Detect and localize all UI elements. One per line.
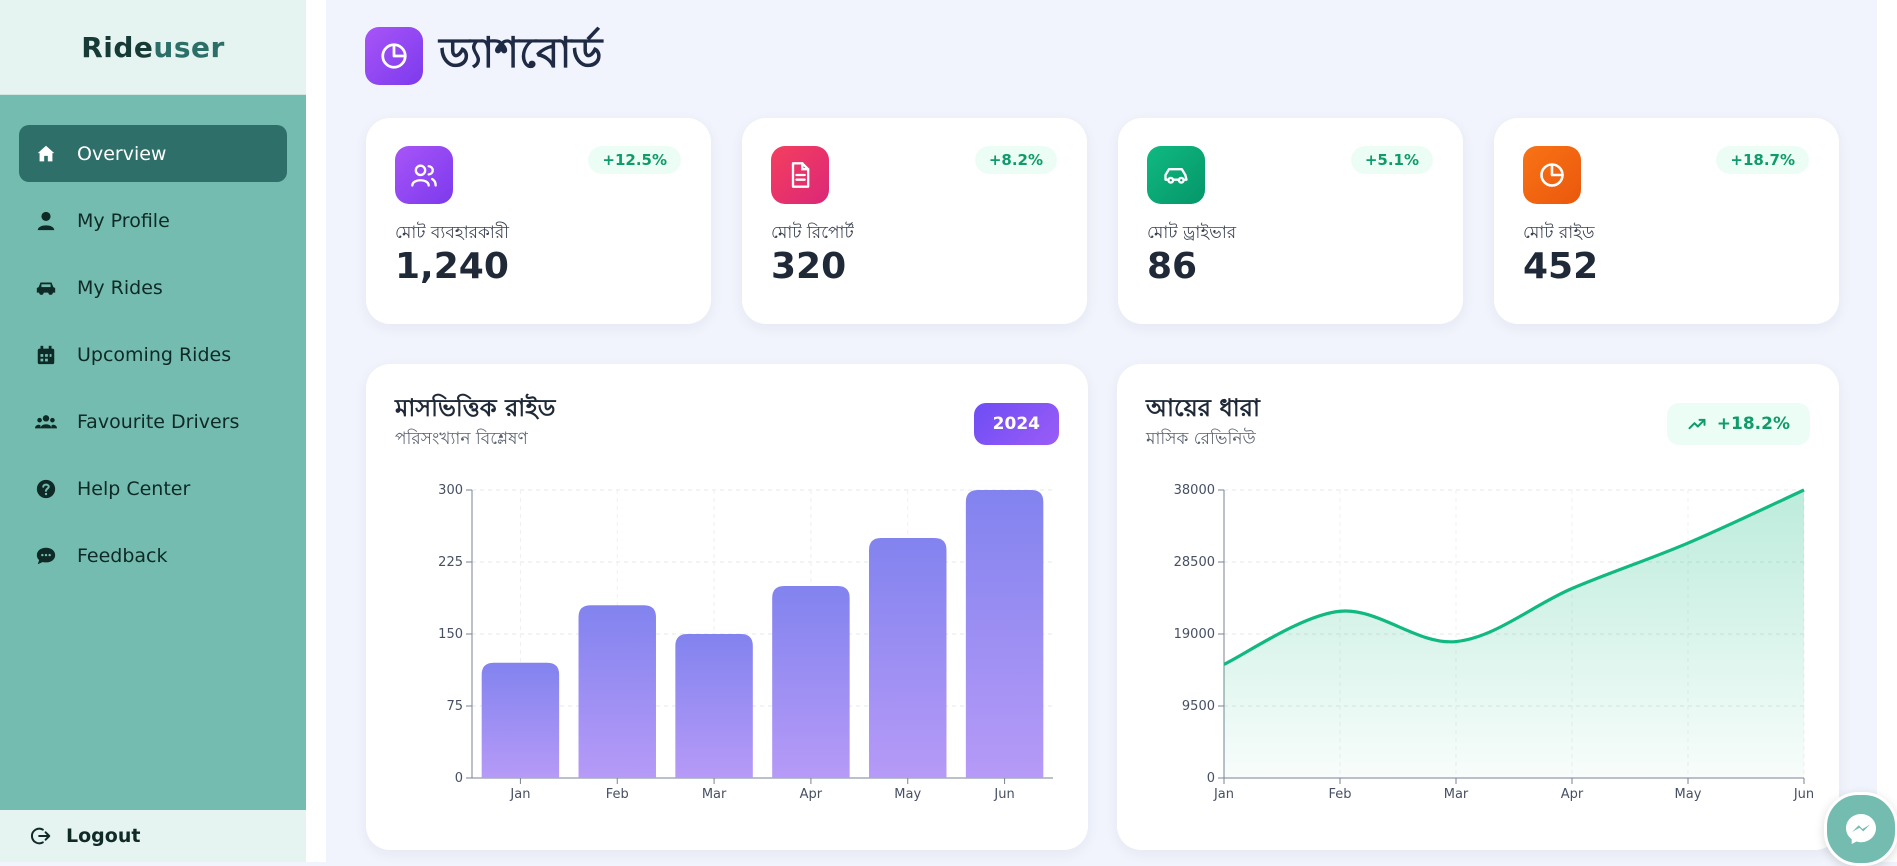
y-tick-label: 150 xyxy=(438,627,463,642)
x-tick-label: Apr xyxy=(800,787,823,802)
sidebar-item-label: My Profile xyxy=(77,209,170,232)
bar xyxy=(869,538,947,778)
y-tick-label: 225 xyxy=(438,555,463,570)
chart-subtitle: পরিসংখ্যান বিশ্লেষণ xyxy=(395,429,528,449)
sidebar-item-label: Upcoming Rides xyxy=(77,343,232,366)
brand-logo[interactable]: Ride user xyxy=(0,0,306,95)
chart-title: আয়ের ধারা xyxy=(1146,394,1260,422)
stat-value: 1,240 xyxy=(395,246,509,287)
series-line xyxy=(1223,488,1805,666)
sidebar-item-label: Feedback xyxy=(77,544,168,567)
stat-card-users[interactable]: +12.5% মোট ব্যবহারকারী 1,240 xyxy=(366,118,711,324)
y-tick-label: 75 xyxy=(446,699,463,714)
users-icon xyxy=(33,409,59,435)
brand-part-1: Ride xyxy=(81,30,154,64)
sidebar-item-label: My Rides xyxy=(77,276,163,299)
y-tick-label: 0 xyxy=(455,771,463,786)
page-header: ড্যাশবোর্ড xyxy=(365,20,602,91)
y-tick-label: 28500 xyxy=(1174,555,1215,570)
sidebar-item-label: Favourite Drivers xyxy=(77,410,240,433)
x-tick-label: Mar xyxy=(1444,787,1469,802)
page-title: ড্যাশবোর্ড xyxy=(439,28,603,77)
stat-card-drivers[interactable]: +5.1% মোট ড্রাইভার 86 xyxy=(1118,118,1463,324)
stat-value: 320 xyxy=(771,246,847,287)
sidebar-item-my-rides[interactable]: My Rides xyxy=(19,259,287,316)
comment-icon xyxy=(33,543,59,569)
stat-label: মোট ড্রাইভার xyxy=(1147,223,1237,243)
stat-label: মোট ব্যবহারকারী xyxy=(395,223,510,243)
pie-chart-icon xyxy=(365,26,423,85)
x-tick-label: Jun xyxy=(993,787,1014,802)
x-tick-label: May xyxy=(1675,787,1702,802)
messenger-icon xyxy=(1846,814,1876,844)
x-tick-label: Jan xyxy=(1213,787,1234,802)
trend-badge: +18.2% xyxy=(1666,403,1810,445)
sidebar-item-overview[interactable]: Overview xyxy=(19,125,287,182)
x-tick-label: Apr xyxy=(1561,787,1584,802)
sidebar-item-favourite-drivers[interactable]: Favourite Drivers xyxy=(19,393,287,450)
x-tick-label: Feb xyxy=(1328,787,1351,802)
x-tick-label: Mar xyxy=(702,787,727,802)
pie-chart-icon xyxy=(1523,146,1581,204)
document-icon xyxy=(771,146,829,204)
x-tick-label: May xyxy=(894,787,921,802)
logout-label: Logout xyxy=(66,825,141,847)
logout-icon xyxy=(30,825,52,847)
trending-up-icon xyxy=(1688,418,1706,430)
stat-label: মোট রিপোর্ট xyxy=(771,223,854,243)
sidebar-item-label: Help Center xyxy=(77,477,191,500)
x-tick-label: Feb xyxy=(606,787,629,802)
change-badge: +18.7% xyxy=(1716,146,1809,174)
users-icon xyxy=(395,146,453,204)
bar xyxy=(965,490,1044,778)
change-badge: +12.5% xyxy=(588,146,681,174)
revenue-trend-card: আয়ের ধারা মাসিক রেভিনিউ +18.2% 0 9500 190… xyxy=(1117,364,1839,850)
area-chart: 0 9500 19000 28500 38000 Jan Feb Mar Apr May Jun xyxy=(1174,483,1815,802)
stat-value: 86 xyxy=(1147,246,1198,287)
bar-chart: 0 75 150 225 300 Jan Feb Mar Apr May Jun xyxy=(438,483,1053,802)
calendar-icon xyxy=(33,342,59,368)
x-tick-label: Jun xyxy=(1793,787,1814,802)
chart-title: মাসভিত্তিক রাইড xyxy=(395,394,556,422)
stat-label: মোট রাইড xyxy=(1523,223,1595,243)
brand-part-2: user xyxy=(153,30,225,64)
scrollbar-track[interactable] xyxy=(1877,0,1897,862)
car-icon xyxy=(1147,146,1205,204)
year-selector[interactable]: 2024 xyxy=(973,403,1059,445)
bar xyxy=(675,634,753,778)
sidebar-item-feedback[interactable]: Feedback xyxy=(19,527,287,584)
y-tick-label: 19000 xyxy=(1174,627,1215,642)
sidebar-item-label: Overview xyxy=(77,142,167,165)
stat-card-rides[interactable]: +18.7% মোট রাইড 452 xyxy=(1494,118,1839,324)
sidebar-item-my-profile[interactable]: My Profile xyxy=(19,192,287,249)
chat-button[interactable] xyxy=(1824,792,1897,866)
y-tick-label: 9500 xyxy=(1182,699,1215,714)
content-gutter xyxy=(306,0,326,862)
user-icon xyxy=(33,208,59,234)
bar xyxy=(481,662,560,778)
y-tick-label: 38000 xyxy=(1174,483,1215,498)
y-tick-label: 0 xyxy=(1207,771,1215,786)
monthly-rides-card: মাসভিত্তিক রাইড পরিসংখ্যান বিশ্লেষণ 2024… xyxy=(366,364,1088,850)
logout-button[interactable]: Logout xyxy=(0,810,306,862)
stat-value: 452 xyxy=(1523,246,1599,287)
stat-card-reports[interactable]: +8.2% মোট রিপোর্ট 320 xyxy=(742,118,1087,324)
car-icon xyxy=(33,275,59,301)
change-badge: +5.1% xyxy=(1350,146,1433,174)
x-tick-label: Jan xyxy=(509,787,530,802)
area-fill xyxy=(1224,490,1804,778)
y-tick-label: 300 xyxy=(438,483,463,498)
change-badge: +8.2% xyxy=(974,146,1057,174)
trend-value: +18.2% xyxy=(1716,414,1790,434)
question-icon xyxy=(33,476,59,502)
bar xyxy=(578,605,656,778)
sidebar-item-help-center[interactable]: Help Center xyxy=(19,460,287,517)
bar xyxy=(772,586,850,778)
sidebar-item-upcoming-rides[interactable]: Upcoming Rides xyxy=(19,326,287,383)
sidebar: Ride user Overview My Profile My Rides Up… xyxy=(0,0,307,862)
chart-subtitle: মাসিক রেভিনিউ xyxy=(1146,429,1256,449)
home-icon xyxy=(33,141,59,167)
sidebar-nav: Overview My Profile My Rides Upcoming Ri… xyxy=(0,95,306,584)
